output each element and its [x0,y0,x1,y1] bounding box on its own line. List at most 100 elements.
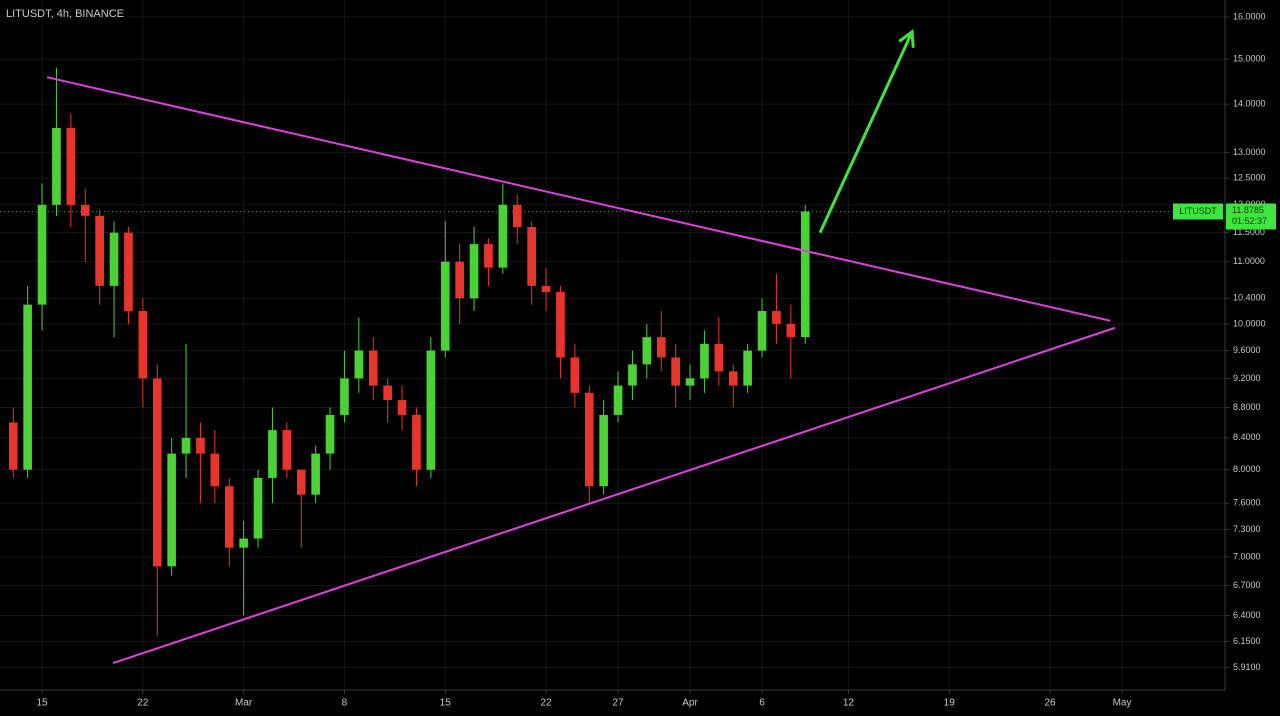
candle-body [743,350,752,386]
candle-body [584,392,594,487]
x-tick-label: May [1113,698,1132,709]
trend-line [46,76,1111,322]
y-tick-label: 13.0000 [1233,147,1266,157]
candle-body [109,232,119,286]
y-tick-label: 11.5000 [1233,227,1265,237]
y-tick-label: 6.1500 [1233,636,1261,646]
candle-body [599,414,608,487]
candle-body [800,211,810,338]
candle-body [728,371,738,386]
y-tick-label: 8.8000 [1233,402,1261,412]
price-tag [1226,203,1276,230]
candle-body [570,357,580,393]
candle-body [426,350,436,470]
candle-body [296,469,306,495]
candle-body [383,385,392,401]
y-tick-label: 8.0000 [1233,464,1261,474]
candle-body [642,337,652,365]
symbol-tag [1173,203,1223,220]
y-tick-label: 6.7000 [1233,580,1261,590]
y-tick-label: 12.5000 [1233,173,1266,183]
candle-body [714,343,724,372]
y-tick-label: 8.4000 [1233,432,1261,442]
countdown-label: 01:52:37 [1232,216,1267,226]
candle-body [152,378,162,567]
y-tick-label: 16.0000 [1233,11,1266,21]
y-tick-label: 9.6000 [1233,345,1261,355]
candle-body [124,232,133,312]
candle-body [671,357,680,386]
candle-body [512,204,522,227]
candle-body [80,204,90,216]
chart-title: LITUSDT, 4h, BINANCE [6,8,124,20]
x-tick-label: 19 [944,698,956,709]
candle-body [268,430,277,478]
axes: 16.000015.000014.000013.000012.500012.00… [36,11,1276,709]
candle-body [772,311,781,324]
x-tick-label: 26 [1044,698,1056,709]
candle-body [95,215,104,286]
candle-body [484,244,493,268]
candle-body [656,337,666,358]
y-tick-label: 7.3000 [1233,524,1261,534]
y-tick-label: 14.0000 [1233,99,1266,109]
y-tick-label: 15.0000 [1233,53,1266,63]
candle-body [455,261,464,299]
arrow [818,31,914,234]
trend-line [112,326,1116,665]
grid [0,0,1225,690]
plot-area [0,28,1225,665]
candle-body [613,385,623,415]
candle-body [440,261,450,351]
candle-body [224,486,234,548]
candle-body [397,400,407,415]
x-tick-label: 15 [36,698,48,709]
x-tick-label: Apr [682,698,698,709]
candle-body [340,378,349,415]
x-tick-label: 6 [759,698,765,709]
candle-body [757,311,767,351]
candle-body [181,437,191,454]
candle-body [8,422,18,470]
candle-body [498,204,508,268]
candle-body [282,430,292,470]
y-tick-label: 9.2000 [1233,373,1261,383]
candle-body [253,477,263,539]
candle-body [685,378,695,386]
candle-body [66,127,76,205]
symbol-label: LITUSDT [1179,206,1217,216]
candle-body [527,226,536,286]
x-tick-label: 22 [137,698,149,709]
x-tick-label: 27 [612,698,624,709]
y-tick-label: 5.9100 [1233,662,1261,672]
candle-body [239,538,248,548]
x-tick-label: 15 [440,698,452,709]
candle-body [325,414,335,454]
candle-body [138,311,148,379]
candle-body [23,304,32,470]
y-tick-label: 11.0000 [1233,256,1265,266]
y-tick-label: 7.6000 [1233,498,1261,508]
candle-body [628,364,637,386]
arrow-head [898,28,915,48]
candle-body [700,343,709,379]
x-tick-label: Mar [235,698,253,709]
candle-body [368,350,378,386]
x-tick-label: 22 [540,698,552,709]
y-tick-label: 10.4000 [1233,293,1266,303]
y-tick-label: 10.0000 [1233,318,1266,328]
candle-body [52,127,61,205]
x-tick-label: 8 [342,698,348,709]
candle-body [167,453,176,567]
candle-body [354,350,364,379]
x-tick-label: 12 [843,698,855,709]
candle-body [469,244,479,299]
candle-body [541,285,551,293]
candle-body [412,414,421,470]
candle-body [37,204,47,305]
candle-body [210,453,220,487]
candle-body [556,292,565,358]
